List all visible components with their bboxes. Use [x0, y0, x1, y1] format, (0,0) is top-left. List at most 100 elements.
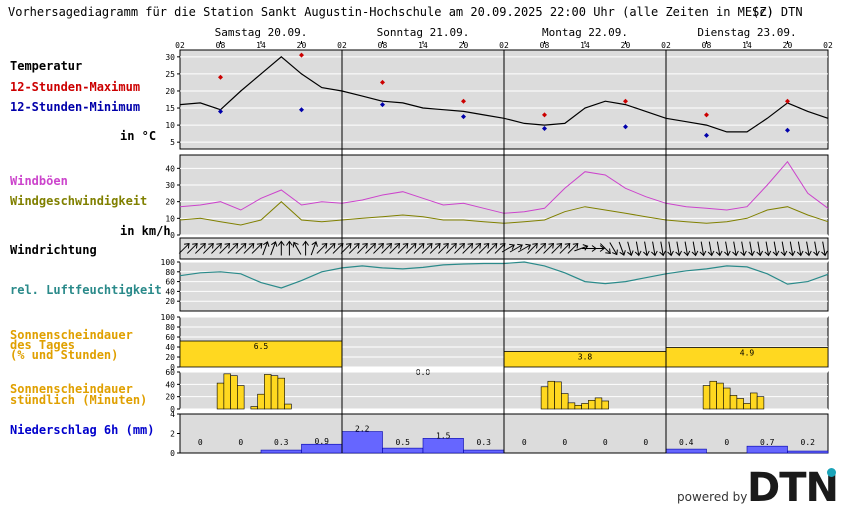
- arrow-shaft: [324, 243, 336, 254]
- wind-direction-arrow: [643, 241, 650, 257]
- arrow-shaft: [421, 243, 433, 254]
- arrow-shaft: [381, 243, 392, 254]
- sunshine-hourly-bar: [729, 395, 738, 410]
- wind-direction-arrow: [235, 242, 247, 254]
- arrow-shaft: [251, 243, 263, 254]
- sunshine-hourly-bar: [581, 403, 589, 410]
- arrow-head: [240, 242, 247, 249]
- temp-axis-tick-label: 25: [165, 70, 175, 79]
- sunshine-hourly-bar: [574, 404, 582, 410]
- arrow-head: [732, 250, 739, 257]
- label-niederschlag: Niederschlag 6h (mm): [10, 423, 155, 437]
- arrow-shaft: [725, 241, 729, 256]
- wind-direction-arrow: [780, 241, 788, 257]
- max-temp-point: [623, 98, 628, 104]
- precipitation-value: 0: [724, 438, 729, 447]
- arrow-shaft: [627, 241, 632, 256]
- sunshine-hourly-axis-tick-label: 0: [170, 405, 175, 414]
- arrow-shaft: [316, 243, 328, 254]
- wind-direction-arrow: [740, 241, 747, 257]
- arrow-shaft: [332, 243, 344, 254]
- arrow-shaft: [270, 241, 276, 256]
- arrow-head: [691, 250, 699, 257]
- label-windboeen: Windböen: [10, 174, 68, 188]
- arrow-shaft: [668, 241, 672, 256]
- wind-direction-arrow: [732, 241, 739, 257]
- day-label: Dienstag 23.09.: [697, 26, 796, 39]
- wind-direction-arrow: [724, 241, 731, 257]
- humidity-axis-tick-label: 80: [165, 268, 175, 277]
- sunshine-hourly-bar: [588, 400, 596, 410]
- arrow-head: [285, 240, 293, 246]
- dtn-logo: DTN: [747, 465, 839, 511]
- arrow-head: [572, 242, 579, 249]
- arrow-shaft: [618, 241, 625, 256]
- hour-tick-label: 08: [702, 41, 712, 50]
- wind-direction-arrow: [567, 242, 579, 254]
- arrow-shaft: [535, 243, 546, 254]
- wind-direction-arrow: [262, 241, 270, 256]
- sunshine-hourly-bar: [257, 393, 265, 410]
- wind-direction-arrow: [609, 242, 618, 256]
- arrow-head: [459, 242, 465, 249]
- arrow-head: [271, 241, 278, 247]
- min-temp-point: [704, 132, 709, 138]
- hour-tick-label: 02: [175, 41, 185, 50]
- sunshine-hourly-bar: [223, 373, 231, 410]
- sunshine-hourly-bar: [594, 397, 603, 410]
- sunshine-hourly-bar: [250, 406, 258, 410]
- arrow-head: [748, 250, 755, 257]
- sunshine-daily-bar: [179, 340, 343, 368]
- wind-direction-arrow: [627, 241, 634, 257]
- hour-tick-label: 02: [661, 41, 671, 50]
- arrow-shaft: [676, 241, 680, 256]
- arrow-shaft: [445, 243, 457, 254]
- arrow-head: [362, 242, 368, 249]
- hour-tick-label: 14: [742, 41, 752, 50]
- label-maximum: 12-Stunden-Maximum: [10, 80, 140, 94]
- arrow-head: [659, 250, 666, 257]
- wind-direction-arrow: [788, 241, 796, 257]
- max-temp-point: [785, 98, 790, 104]
- arrow-head: [707, 250, 715, 257]
- sunshine-hourly-bar: [237, 385, 245, 410]
- arrow-head: [643, 250, 650, 257]
- arrow-shaft: [194, 243, 206, 254]
- precipitation-value: 0: [603, 438, 608, 447]
- arrow-shaft: [765, 241, 770, 256]
- wind-direction-arrow: [772, 241, 780, 257]
- label-sonne-tag-3: (% und Stunden): [10, 348, 118, 362]
- sunshine-daily-axis-tick-label: 20: [165, 353, 175, 362]
- precipitation-value: 0.4: [679, 438, 694, 447]
- arrow-shaft: [437, 243, 449, 254]
- wind-direction-arrow: [389, 242, 401, 254]
- arrow-shaft: [559, 243, 571, 254]
- wind-direction-arrow: [599, 243, 611, 255]
- arrow-shaft: [599, 243, 611, 254]
- hour-ticks: 02 08 14 20 02 08 14 20 02 08 14 20 02 08 14 20 02: [175, 41, 833, 50]
- arrow-shaft: [526, 243, 538, 254]
- arrow-shaft: [202, 243, 214, 254]
- sunshine-hourly-bar: [756, 396, 765, 410]
- arrow-shaft: [716, 241, 721, 256]
- arrow-head: [548, 242, 555, 249]
- label-minimum: 12-Stunden-Minimum: [10, 100, 140, 114]
- arrow-shaft: [789, 241, 794, 256]
- arrow-head: [805, 250, 812, 257]
- wind-direction-arrow: [227, 242, 239, 254]
- arrow-head: [540, 242, 547, 249]
- wind-direction-arrow: [683, 241, 691, 257]
- sunshine-hourly-bar: [277, 377, 285, 410]
- wind-direction-arrow: [302, 240, 310, 256]
- label-windgeschwindigkeit: Windgeschwindigkeit: [10, 194, 147, 208]
- precipitation-value: 0: [643, 438, 648, 447]
- arrow-head: [764, 250, 772, 257]
- wind-direction-arrow: [178, 242, 190, 254]
- precipitation-value: 1.5: [436, 431, 451, 440]
- precipitation-value: 0.7: [760, 438, 775, 447]
- wind-direction-arrow: [310, 241, 318, 256]
- arrow-shaft: [806, 241, 810, 256]
- sunshine-hourly-axis-tick-label: 40: [165, 380, 175, 389]
- arrow-shaft: [814, 241, 818, 256]
- wind-direction-arrow: [381, 242, 393, 254]
